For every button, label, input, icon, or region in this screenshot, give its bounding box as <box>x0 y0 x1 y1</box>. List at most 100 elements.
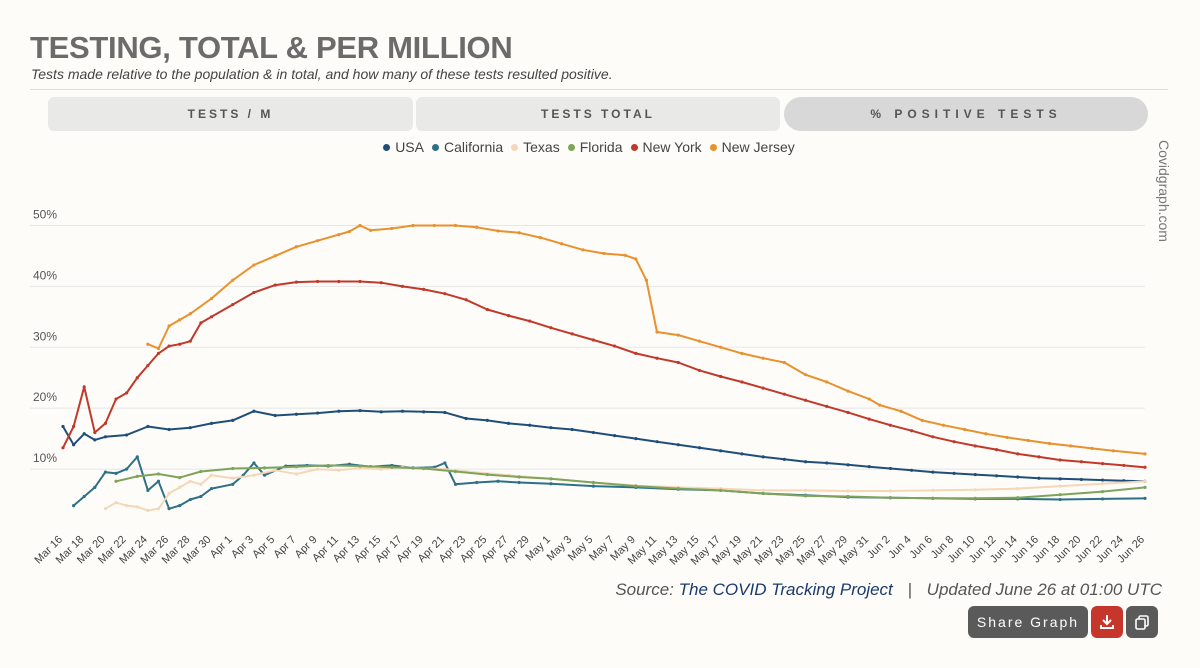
data-point-usa <box>719 449 723 453</box>
data-point-new-jersey <box>1143 452 1147 456</box>
series-line-texas <box>104 466 1146 512</box>
data-point-california <box>496 479 500 483</box>
data-point-new-jersey <box>517 231 521 235</box>
data-point-new-jersey <box>390 226 394 231</box>
data-point-new-york <box>125 391 129 395</box>
data-point-florida <box>231 466 235 471</box>
data-point-new-jersey <box>941 423 946 427</box>
data-point-texas <box>146 508 150 513</box>
data-point-texas <box>1143 479 1147 483</box>
chart-legend: USA California Texas Florida New York New Jer… <box>0 139 1178 155</box>
data-point-new-york <box>93 430 97 435</box>
data-point-texas <box>103 507 108 511</box>
data-point-usa <box>973 472 977 477</box>
data-point-new-jersey <box>432 223 436 228</box>
series-line-usa <box>62 409 1146 483</box>
data-point-usa <box>252 409 256 413</box>
data-point-california <box>591 484 595 488</box>
data-point-new-jersey <box>697 339 702 343</box>
data-point-new-york <box>209 315 214 319</box>
data-point-new-jersey <box>803 373 808 377</box>
x-tick-label: Jun 2 <box>865 534 893 562</box>
data-point-florida <box>846 494 850 499</box>
data-point-usa <box>422 410 426 414</box>
data-point-new-york <box>231 303 235 307</box>
data-point-new-york <box>549 326 553 330</box>
series-line-florida <box>115 464 1146 500</box>
data-point-texas <box>188 479 192 483</box>
share-graph-button[interactable]: Share Graph <box>968 606 1088 638</box>
legend-dot <box>630 143 638 151</box>
data-point-usa <box>125 433 129 437</box>
data-point-california <box>82 494 86 499</box>
updated-text: Updated June 26 at 01:00 UTC <box>926 580 1162 599</box>
data-point-texas <box>199 482 203 486</box>
data-point-usa <box>846 463 850 467</box>
data-point-california <box>199 494 203 499</box>
data-point-texas <box>931 488 935 493</box>
data-point-usa <box>188 426 192 430</box>
data-point-california <box>167 507 171 511</box>
download-button[interactable] <box>1091 606 1123 638</box>
data-point-new-york <box>294 280 298 284</box>
tab-tests-total[interactable]: TESTS TOTAL <box>416 97 780 131</box>
data-point-new-jersey <box>369 228 373 232</box>
data-point-new-jersey <box>920 418 924 422</box>
data-point-florida <box>676 486 680 491</box>
data-point-florida <box>294 465 298 469</box>
x-tick-label: Apr 5 <box>250 534 277 561</box>
data-point-california <box>1058 497 1062 502</box>
data-point-new-york <box>867 417 871 421</box>
data-point-california <box>517 480 521 485</box>
data-point-california <box>114 471 118 475</box>
data-point-new-jersey <box>337 232 341 237</box>
data-point-california <box>156 479 161 483</box>
data-point-usa <box>294 412 298 416</box>
data-point-new-jersey <box>634 257 638 261</box>
data-point-usa <box>782 457 786 461</box>
legend-item-california[interactable]: California <box>431 139 503 155</box>
data-point-usa <box>1079 477 1083 482</box>
tab-tests-per-million[interactable]: TESTS / M <box>48 97 413 131</box>
data-point-new-york <box>114 397 118 401</box>
legend-dot <box>709 143 717 151</box>
data-point-new-jersey <box>740 351 744 355</box>
data-point-florida <box>1143 485 1147 489</box>
data-point-new-jersey <box>602 251 606 256</box>
legend-item-usa[interactable]: USA <box>383 139 424 155</box>
data-point-new-york <box>506 314 511 318</box>
data-point-new-jersey <box>867 397 871 401</box>
data-point-new-york <box>528 319 532 323</box>
legend-item-florida[interactable]: Florida <box>567 139 623 155</box>
data-point-usa <box>1100 478 1105 482</box>
data-point-florida <box>422 466 426 471</box>
data-point-new-jersey <box>411 223 415 228</box>
data-point-new-jersey <box>623 253 627 257</box>
y-tick-label: 40% <box>33 268 57 282</box>
data-point-texas <box>337 468 341 472</box>
tab-positive-tests[interactable]: % POSITIVE TESTS <box>784 97 1148 131</box>
data-point-new-york <box>634 351 638 355</box>
header-divider <box>30 89 1168 90</box>
data-point-new-jersey <box>188 312 192 316</box>
data-point-florida <box>199 469 203 474</box>
x-tick-label: Apr 3 <box>229 534 256 561</box>
data-point-florida <box>1100 490 1105 494</box>
legend-label: New York <box>642 139 702 155</box>
data-point-usa <box>1016 475 1020 479</box>
data-point-new-york <box>1079 460 1083 464</box>
data-point-florida <box>485 472 489 477</box>
data-point-usa <box>655 440 659 444</box>
data-point-california <box>231 482 235 486</box>
data-point-california <box>93 485 97 489</box>
source-link[interactable]: The COVID Tracking Project <box>678 580 893 599</box>
legend-item-new-jersey[interactable]: New Jersey <box>709 139 795 155</box>
data-point-new-jersey <box>846 389 850 393</box>
data-point-california <box>146 488 150 493</box>
legend-item-texas[interactable]: Texas <box>511 139 560 155</box>
legend-dot <box>567 143 575 151</box>
y-tick-label: 20% <box>33 390 57 404</box>
legend-item-new-york[interactable]: New York <box>630 139 702 155</box>
copy-button[interactable] <box>1126 606 1158 638</box>
data-point-usa <box>613 433 617 438</box>
